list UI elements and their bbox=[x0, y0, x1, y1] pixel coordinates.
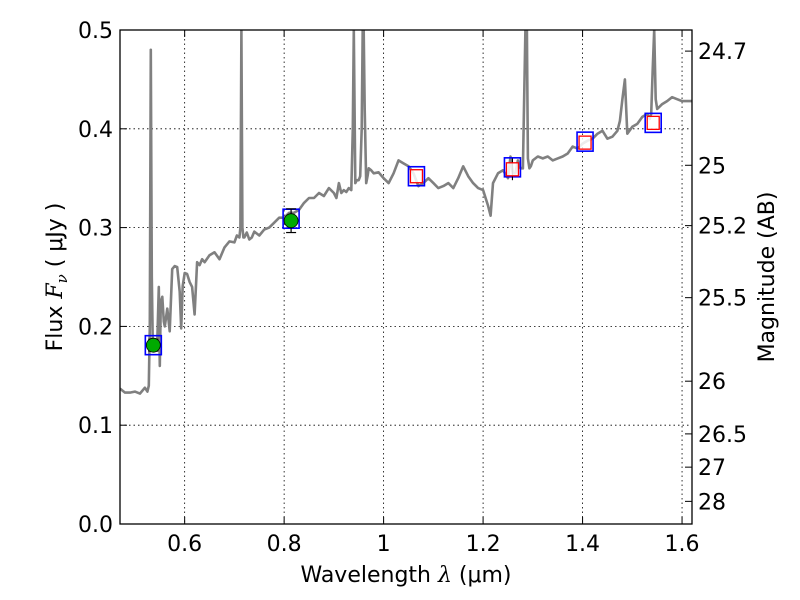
model-photometry-box bbox=[144, 334, 163, 356]
plot-data bbox=[120, 30, 692, 395]
y2-axis-label: Magnitude (AB) bbox=[755, 192, 780, 363]
model-photometry-box bbox=[576, 131, 594, 152]
predicted-point bbox=[409, 169, 424, 184]
predicted-point bbox=[578, 135, 592, 150]
x-tick-label: 0.8 bbox=[267, 532, 302, 557]
predicted-point bbox=[646, 115, 660, 131]
y2-tick-label: 26 bbox=[698, 370, 726, 395]
x-tick-label: 1.4 bbox=[565, 532, 600, 557]
plot-frame bbox=[119, 29, 693, 525]
y2-tick-label: 26.5 bbox=[698, 423, 747, 448]
grid bbox=[120, 30, 692, 524]
y2-tick-label: 25 bbox=[698, 154, 726, 179]
y-tick-label: 0.1 bbox=[78, 414, 113, 439]
x-tick-label: 0.6 bbox=[167, 532, 202, 557]
x-tick-label: 1.2 bbox=[466, 532, 501, 557]
y2-tick-label: 27 bbox=[698, 456, 726, 481]
model-photometry-box bbox=[644, 112, 663, 134]
predicted-point bbox=[505, 162, 520, 177]
ticks: 0.6 0.8 1 1.2 1.4 1.6 0.0 0.1 0.2 0.3 0.4 0.5 24.7 25… bbox=[78, 19, 747, 557]
x-tick-label: 1.6 bbox=[665, 532, 700, 557]
y2-tick-label: 25.5 bbox=[698, 287, 747, 312]
observed-point bbox=[145, 337, 161, 353]
observed-point bbox=[283, 213, 299, 229]
y-tick-label: 0.3 bbox=[78, 217, 113, 242]
x-axis-label: Wavelength λ (μm) bbox=[300, 563, 511, 588]
y-tick-label: 0.0 bbox=[78, 513, 113, 538]
markers bbox=[144, 112, 663, 356]
y-tick-label: 0.5 bbox=[78, 19, 113, 44]
y2-tick-label: 28 bbox=[698, 490, 726, 515]
y2-tick-label: 24.7 bbox=[698, 40, 747, 65]
spectrum-line bbox=[120, 30, 692, 395]
y-axis-label: Flux Fν ( μJy ) bbox=[43, 203, 71, 352]
y2-tick-label: 25.2 bbox=[698, 215, 747, 240]
x-tick-label: 1 bbox=[377, 532, 391, 557]
y-tick-label: 0.4 bbox=[78, 118, 113, 143]
model-photometry-box bbox=[407, 165, 426, 187]
y-tick-label: 0.2 bbox=[78, 315, 113, 340]
